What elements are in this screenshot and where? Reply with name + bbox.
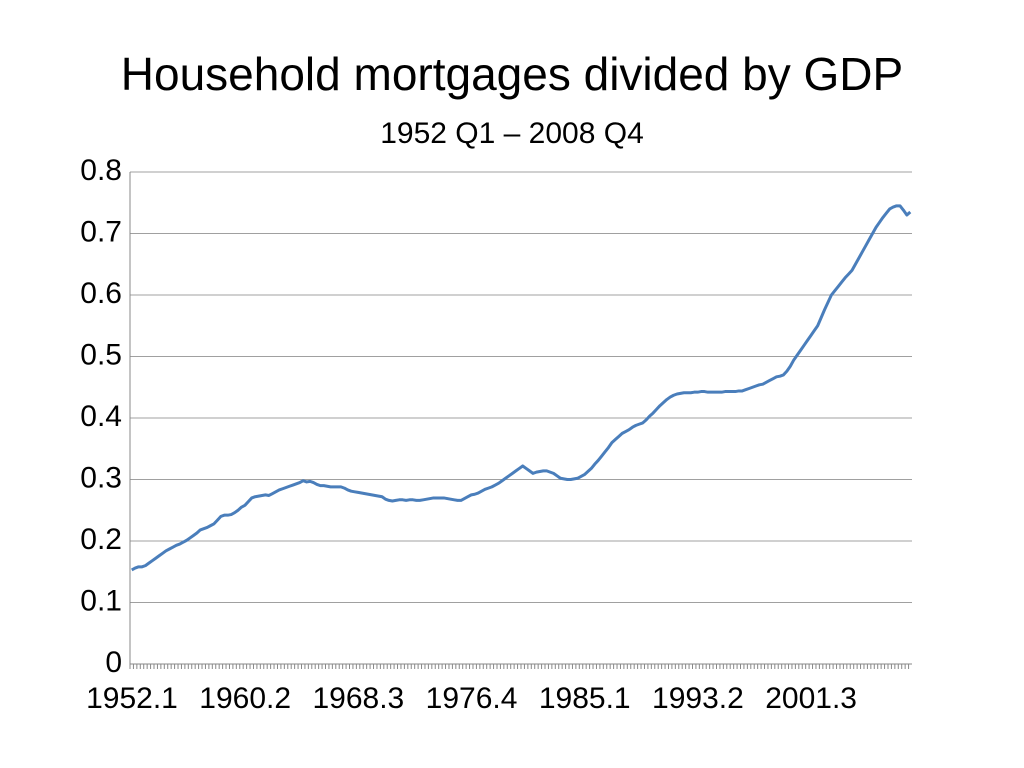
x-tick-label: 1960.2 bbox=[199, 682, 291, 715]
x-tick-label: 1968.3 bbox=[312, 682, 404, 715]
chart-title: Household mortgages divided by GDP bbox=[121, 48, 903, 100]
data-line bbox=[131, 204, 912, 572]
x-tick-label: 1985.1 bbox=[539, 682, 631, 715]
y-tick-label: 0.3 bbox=[80, 461, 122, 494]
y-tick-label: 0.1 bbox=[80, 584, 122, 617]
x-tick-label: 1952.1 bbox=[86, 682, 178, 715]
y-tick-label: 0.7 bbox=[80, 215, 122, 248]
y-tick-label: 0.5 bbox=[80, 338, 122, 371]
x-tick-label: 1993.2 bbox=[652, 682, 744, 715]
y-tick-label: 0 bbox=[105, 646, 122, 679]
chart-subtitle: 1952 Q1 – 2008 Q4 bbox=[380, 117, 644, 150]
y-tick-label: 0.2 bbox=[80, 523, 122, 556]
x-tick-label: 1976.4 bbox=[426, 682, 518, 715]
y-tick-label: 0.8 bbox=[80, 154, 122, 187]
y-tick-label: 0.4 bbox=[80, 400, 122, 433]
x-tick-label: 2001.3 bbox=[765, 682, 857, 715]
y-tick-label: 0.6 bbox=[80, 277, 122, 310]
